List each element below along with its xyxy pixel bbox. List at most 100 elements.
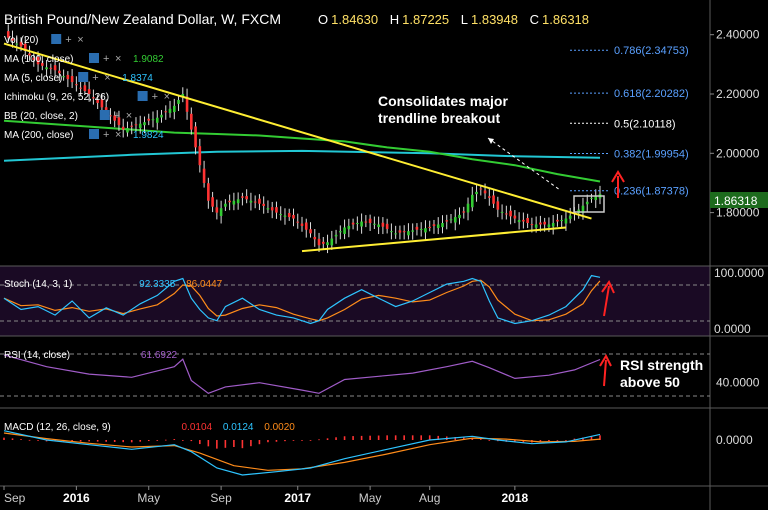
stoch-d-line	[3, 279, 601, 322]
macd-histogram-bar	[326, 438, 329, 440]
close-icon[interactable]: ×	[77, 34, 83, 46]
settings-icon[interactable]	[89, 53, 99, 63]
macd-histogram-bar	[258, 440, 261, 445]
candle	[488, 188, 491, 206]
candle	[241, 192, 244, 206]
candle	[313, 228, 317, 247]
indicator-label[interactable]: BB (20, close, 2)	[4, 111, 78, 122]
candle	[62, 69, 65, 81]
candle	[266, 200, 270, 214]
price-tick-label: 2.20000	[716, 87, 760, 101]
low-value: 1.83948	[471, 12, 518, 27]
indicator-label[interactable]: Ichimoku (9, 26, 52, 26)	[4, 92, 109, 103]
ascending-trendline[interactable]	[301, 226, 567, 253]
candle	[385, 218, 389, 234]
stoch-series	[3, 274, 601, 325]
candle	[364, 215, 368, 228]
price-panel[interactable]	[0, 0, 710, 266]
candle	[428, 220, 432, 232]
macd-histogram-bar	[20, 439, 22, 440]
candle	[49, 63, 53, 75]
settings-icon[interactable]	[78, 72, 89, 82]
price-axis-panel[interactable]	[710, 0, 768, 486]
macd-histogram-bar	[394, 435, 397, 440]
macd-histogram-bar	[164, 439, 167, 441]
candle	[351, 218, 355, 230]
symbol-title[interactable]: British Pound/New Zealand Dollar, W, FXC…	[4, 11, 281, 27]
stoch-panel[interactable]	[0, 266, 710, 336]
candle	[509, 205, 512, 225]
close-icon[interactable]: ×	[115, 129, 121, 141]
add-icon[interactable]: +	[114, 110, 120, 122]
candle	[479, 184, 483, 196]
settings-icon[interactable]	[137, 91, 148, 101]
ma100-line	[3, 119, 601, 183]
candle	[594, 189, 598, 208]
macd-histogram-bar	[454, 437, 457, 440]
descending-trendline[interactable]	[3, 42, 592, 220]
candle	[160, 109, 163, 123]
candle	[53, 58, 57, 77]
candle	[517, 212, 521, 230]
close-icon[interactable]: ×	[104, 72, 110, 84]
candle	[109, 108, 112, 124]
indicator-label[interactable]: MA (100, close)	[4, 54, 73, 65]
candle	[368, 214, 372, 232]
stoch-up-arrow-icon	[601, 279, 615, 317]
candle	[121, 118, 125, 138]
settings-icon[interactable]	[89, 129, 99, 139]
stoch-k-value: 92.3335	[139, 279, 176, 290]
macd-histogram-bar	[318, 439, 320, 441]
add-icon[interactable]: +	[65, 34, 71, 46]
close-icon[interactable]: ×	[126, 110, 132, 122]
candle	[79, 81, 82, 96]
candle	[211, 191, 214, 213]
macd-histogram-bar	[420, 435, 422, 440]
macd-histogram-bar	[514, 440, 516, 443]
candle	[415, 223, 419, 236]
indicator-label[interactable]: MA (200, close)	[4, 130, 73, 141]
candle	[470, 186, 474, 212]
close-icon[interactable]: ×	[115, 53, 121, 65]
candle	[292, 208, 295, 227]
add-icon[interactable]: +	[103, 129, 109, 141]
candle	[236, 192, 240, 210]
macd-histogram-bar	[105, 440, 107, 442]
macd-panel[interactable]	[0, 408, 710, 486]
rsi-annotation-line-1: RSI strength	[620, 357, 703, 373]
candle	[304, 218, 308, 238]
low-label: L	[461, 12, 468, 27]
macd-histogram-bar	[437, 435, 440, 440]
macd-signal-value: 0.0020	[264, 422, 295, 433]
candle	[194, 122, 197, 155]
settings-icon[interactable]	[51, 34, 62, 44]
macd-histogram-bar	[480, 439, 482, 440]
ohlc-readout: O 1.84630 H 1.87225 L 1.83948 C 1.86318	[318, 12, 589, 27]
add-icon[interactable]: +	[103, 53, 109, 65]
macd-histogram-bar	[377, 435, 380, 440]
high-label: H	[390, 12, 399, 27]
add-icon[interactable]: +	[92, 72, 98, 84]
settings-icon[interactable]	[99, 110, 110, 120]
candle	[326, 234, 329, 254]
close-icon[interactable]: ×	[164, 91, 170, 103]
candle	[190, 107, 193, 135]
annotation-line-1: Consolidates major	[378, 93, 508, 109]
candle	[6, 24, 10, 43]
candle	[249, 192, 253, 211]
macd-histogram-bar	[488, 440, 491, 441]
rsi-panel[interactable]	[0, 336, 710, 408]
indicator-label[interactable]: MA (5, close)	[4, 73, 62, 84]
candle	[155, 110, 159, 130]
indicator-label[interactable]: Vol (20)	[4, 35, 38, 46]
candle	[224, 199, 227, 211]
macd-histogram-bar	[207, 440, 210, 447]
macd-line-value: 0.0124	[223, 422, 254, 433]
macd-histogram-bar	[590, 436, 593, 440]
macd-histogram-bar	[539, 440, 542, 442]
macd-histogram-bar	[267, 440, 269, 443]
add-icon[interactable]: +	[152, 91, 158, 103]
candle	[492, 189, 495, 208]
time-tick-label: 2017	[284, 491, 311, 505]
